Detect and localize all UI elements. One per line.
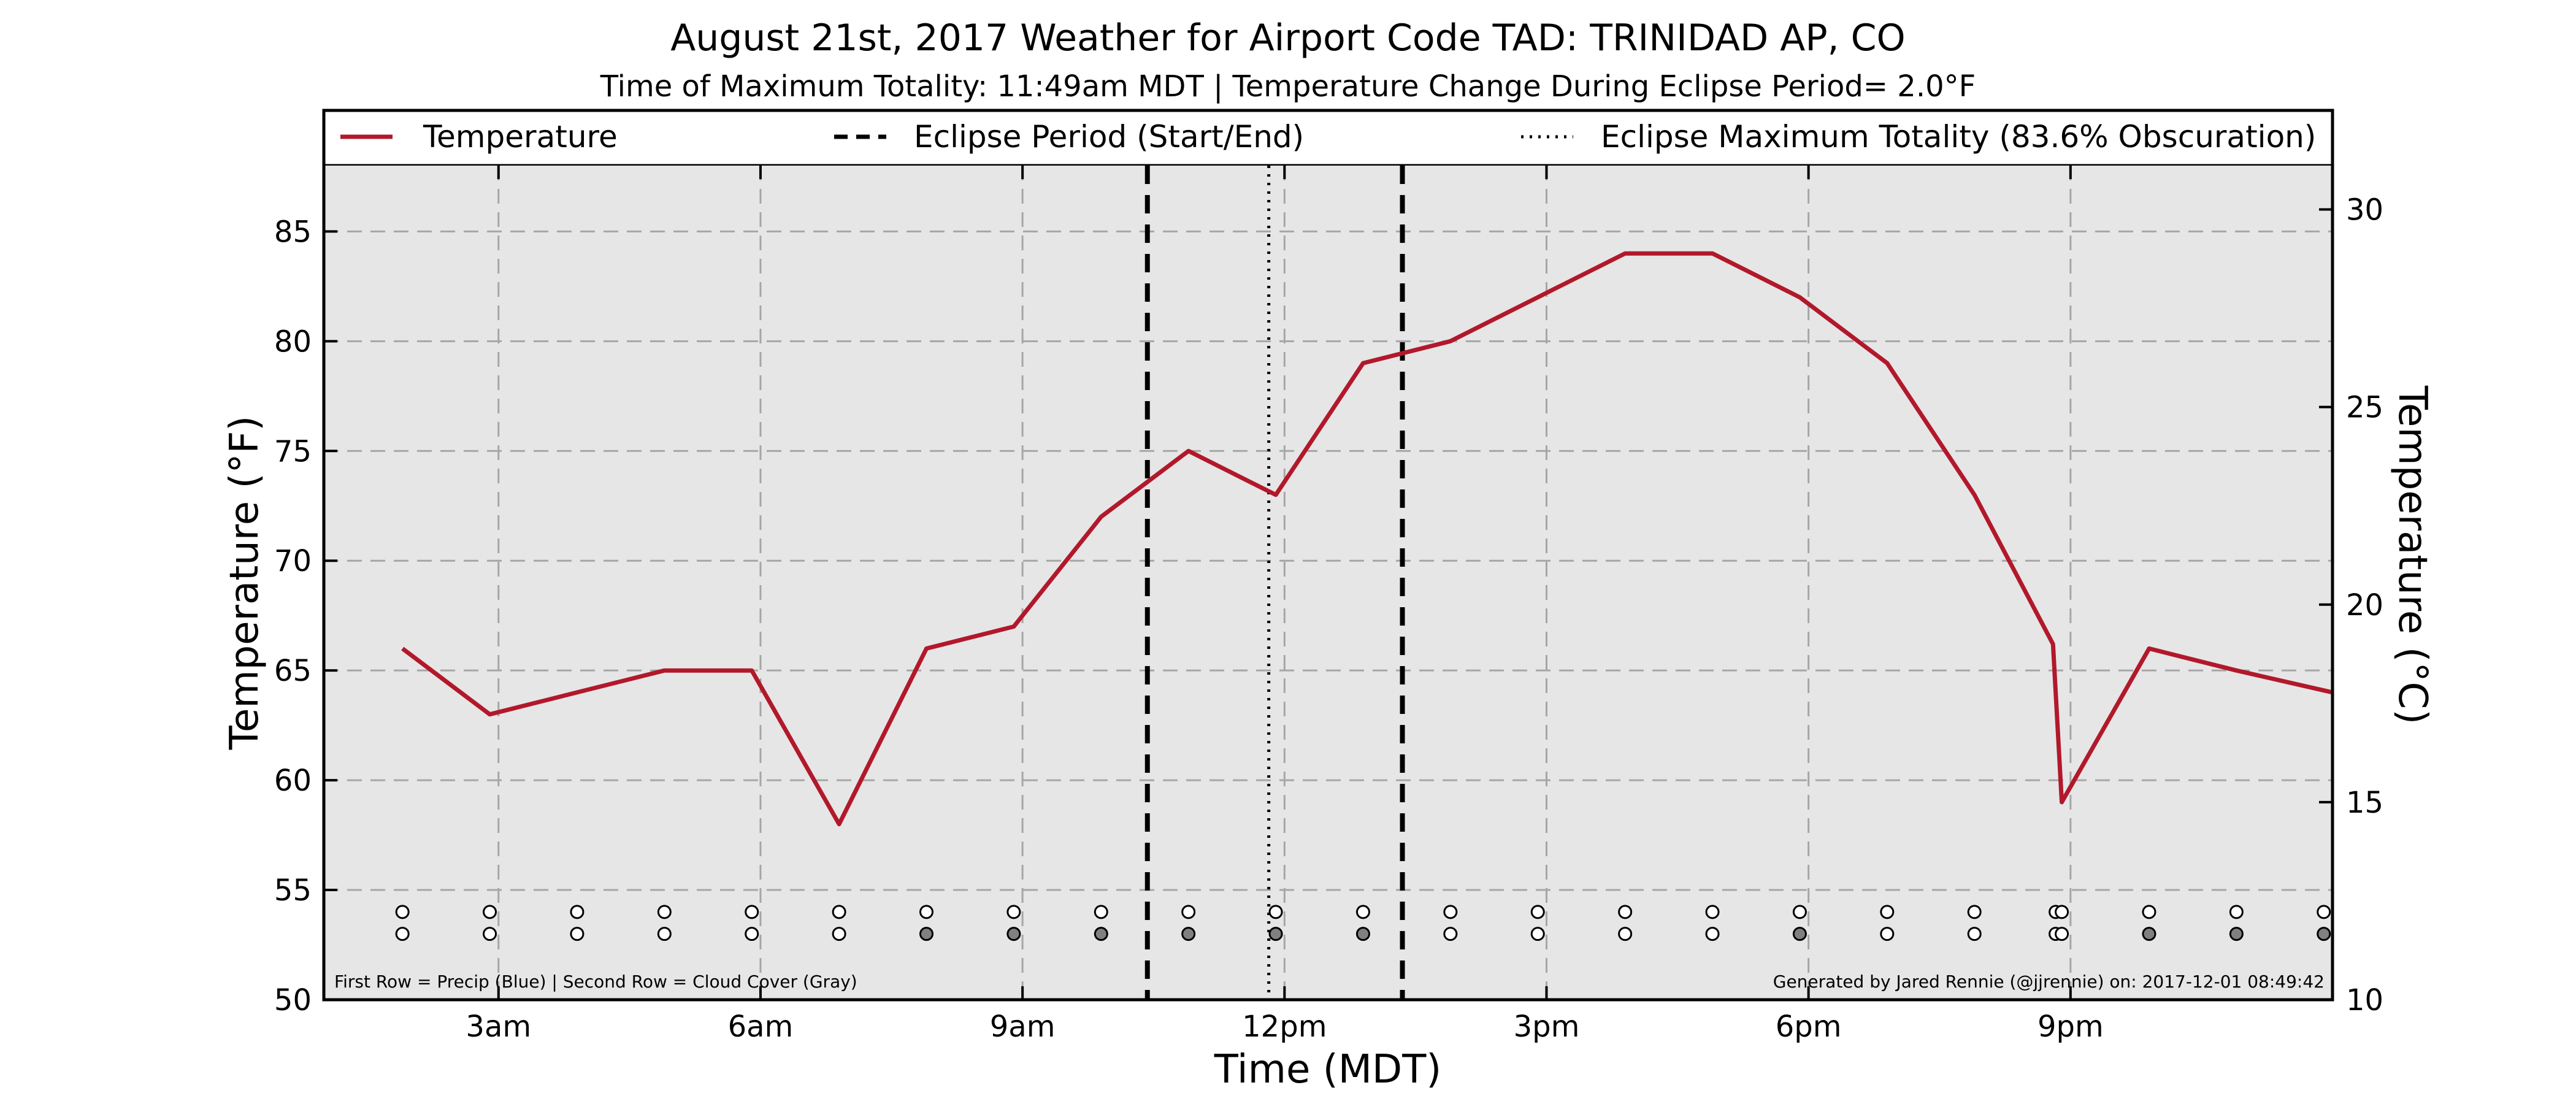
temperature-series-line <box>401 251 2333 827</box>
legend-label-eclipse-period: Eclipse Period (Start/End) <box>914 119 1304 155</box>
precip-marker <box>919 905 933 919</box>
legend-label-eclipse-max: Eclipse Maximum Totality (83.6% Obscurat… <box>1601 119 2316 155</box>
precip-marker <box>1355 905 1370 919</box>
cloud-cover-marker <box>919 927 933 941</box>
y-tick-label: 85 <box>274 215 312 249</box>
x-tick-label: 6pm <box>1776 1010 1842 1044</box>
precip-marker <box>832 905 846 919</box>
y-axis-label-right: Temperature (°C) <box>2390 385 2435 724</box>
precip-marker <box>1006 905 1021 919</box>
y-tick-label: 60 <box>274 764 312 798</box>
precip-marker <box>2055 905 2069 919</box>
precip-marker <box>745 905 759 919</box>
x-tick-label: 3pm <box>1514 1010 1580 1044</box>
precip-marker <box>1181 905 1196 919</box>
precip-marker <box>1443 905 1458 919</box>
cloud-cover-marker <box>1094 927 1108 941</box>
y-right-tick-label: 25 <box>2346 391 2383 425</box>
precip-marker <box>2317 905 2331 919</box>
y-right-tick-label: 30 <box>2346 193 2383 228</box>
precip-marker <box>1268 905 1283 919</box>
x-tick-label: 9pm <box>2037 1010 2104 1044</box>
cloud-cover-marker <box>1792 927 1807 941</box>
chart-title: August 21st, 2017 Weather for Airport Co… <box>670 17 1906 59</box>
cloud-cover-marker <box>1618 927 1633 941</box>
y-tick-label: 55 <box>274 873 312 908</box>
precip-marker <box>1530 905 1545 919</box>
x-axis-ticks: 3am 6am 9am 12pm 3pm 6pm 9pm <box>466 166 2104 1044</box>
precip-marker <box>1967 905 1982 919</box>
precip-marker <box>1705 905 1720 919</box>
cloud-cover-marker <box>1443 927 1458 941</box>
precip-marker <box>657 905 672 919</box>
cloud-cover-marker <box>745 927 759 941</box>
x-tick-label: 6am <box>728 1010 794 1044</box>
y-axis-ticks-right: 10 15 20 25 30 <box>2319 193 2383 1018</box>
y-axis-ticks-left: 50 55 60 65 70 75 80 85 <box>274 215 337 1018</box>
plot-frame <box>322 109 2334 1002</box>
y-tick-label: 75 <box>274 434 312 469</box>
cloud-cover-marker <box>1181 927 1196 941</box>
precip-marker <box>483 905 497 919</box>
x-tick-label: 9am <box>990 1010 1056 1044</box>
cloud-cover-marker <box>570 927 585 941</box>
cloud-cover-marker <box>1006 927 1021 941</box>
y-axis-label-left: Temperature (°F) <box>222 416 267 751</box>
cloud-cover-marker <box>1355 927 1370 941</box>
y-right-tick-label: 15 <box>2346 786 2383 820</box>
precip-marker <box>2142 905 2156 919</box>
precip-marker <box>570 905 585 919</box>
x-tick-label: 3am <box>466 1010 531 1044</box>
cloud-cover-marker <box>2229 927 2244 941</box>
precip-marker <box>1618 905 1633 919</box>
cloud-cover-marker <box>1880 927 1895 941</box>
cloud-cover-marker <box>2142 927 2156 941</box>
cloud-cover-marker <box>2055 927 2069 941</box>
precip-marker <box>1880 905 1895 919</box>
x-axis-label: Time (MDT) <box>1214 1047 1442 1092</box>
cloud-cover-marker <box>2317 927 2331 941</box>
cloud-cover-marker <box>483 927 497 941</box>
legend-label-temperature: Temperature <box>423 119 618 155</box>
cloud-cover-marker <box>1705 927 1720 941</box>
plot-area <box>324 166 2333 1000</box>
footer-left-note: First Row = Precip (Blue) | Second Row =… <box>334 972 857 992</box>
y-tick-label: 80 <box>274 324 312 359</box>
cloud-cover-marker <box>1530 927 1545 941</box>
precip-marker <box>1094 905 1108 919</box>
cloud-cover-marker <box>395 927 410 941</box>
x-tick-label: 12pm <box>1242 1010 1327 1044</box>
cloud-cover-marker <box>832 927 846 941</box>
precip-marker <box>395 905 410 919</box>
precip-marker <box>2229 905 2244 919</box>
y-right-tick-label: 10 <box>2346 983 2383 1018</box>
cloud-cover-marker <box>1967 927 1982 941</box>
y-tick-label: 65 <box>274 654 312 688</box>
eclipse-markers <box>1144 166 1405 1000</box>
legend: Temperature Eclipse Period (Start/End) E… <box>322 109 2334 167</box>
cloud-cover-marker <box>657 927 672 941</box>
y-tick-label: 50 <box>274 983 312 1018</box>
precip-cloud-markers <box>395 905 2331 941</box>
chart-subtitle: Time of Maximum Totality: 11:49am MDT | … <box>600 69 1976 104</box>
precip-marker <box>1792 905 1807 919</box>
footer-right-credit: Generated by Jared Rennie (@jjrennie) on… <box>1773 972 2325 992</box>
y-right-tick-label: 20 <box>2346 588 2383 623</box>
cloud-cover-marker <box>1268 927 1283 941</box>
y-tick-label: 70 <box>274 544 312 578</box>
